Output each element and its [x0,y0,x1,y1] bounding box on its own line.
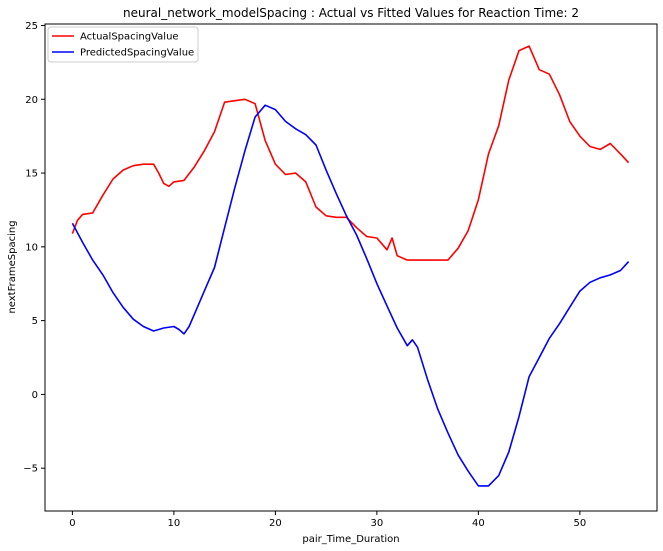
y-tick-label: 20 [25,95,38,106]
chart-title: neural_network_modelSpacing : Actual vs … [123,6,579,20]
x-tick-label: 40 [472,518,485,529]
legend: ActualSpacingValue PredictedSpacingValue [47,26,199,63]
y-tick-label: 0 [32,390,38,401]
series-line-predicted [71,104,630,487]
x-axis-title: pair_Time_Duration [302,534,399,545]
legend-label-predicted: PredictedSpacingValue [80,48,194,59]
y-tick-label: −5 [23,464,38,475]
legend-box [47,26,199,63]
legend-label-actual: ActualSpacingValue [80,32,179,43]
y-tick-label: 15 [25,169,38,180]
series-layer [71,45,630,487]
x-tick-label: 0 [69,518,75,529]
y-axis: −5 0 5 10 15 20 25 [23,21,45,475]
plot-frame [44,23,658,512]
y-tick-label: 5 [32,316,38,327]
y-axis-title: nextFrameSpacing [7,220,18,313]
x-tick-label: 50 [573,518,586,529]
x-tick-label: 20 [269,518,282,529]
x-tick-label: 30 [371,518,384,529]
plot-area [44,23,658,512]
x-axis: 0 10 20 30 40 50 [69,511,586,529]
series-line-actual [71,45,630,261]
y-tick-label: 10 [25,242,38,253]
y-tick-label: 25 [25,21,38,32]
x-tick-label: 10 [168,518,181,529]
